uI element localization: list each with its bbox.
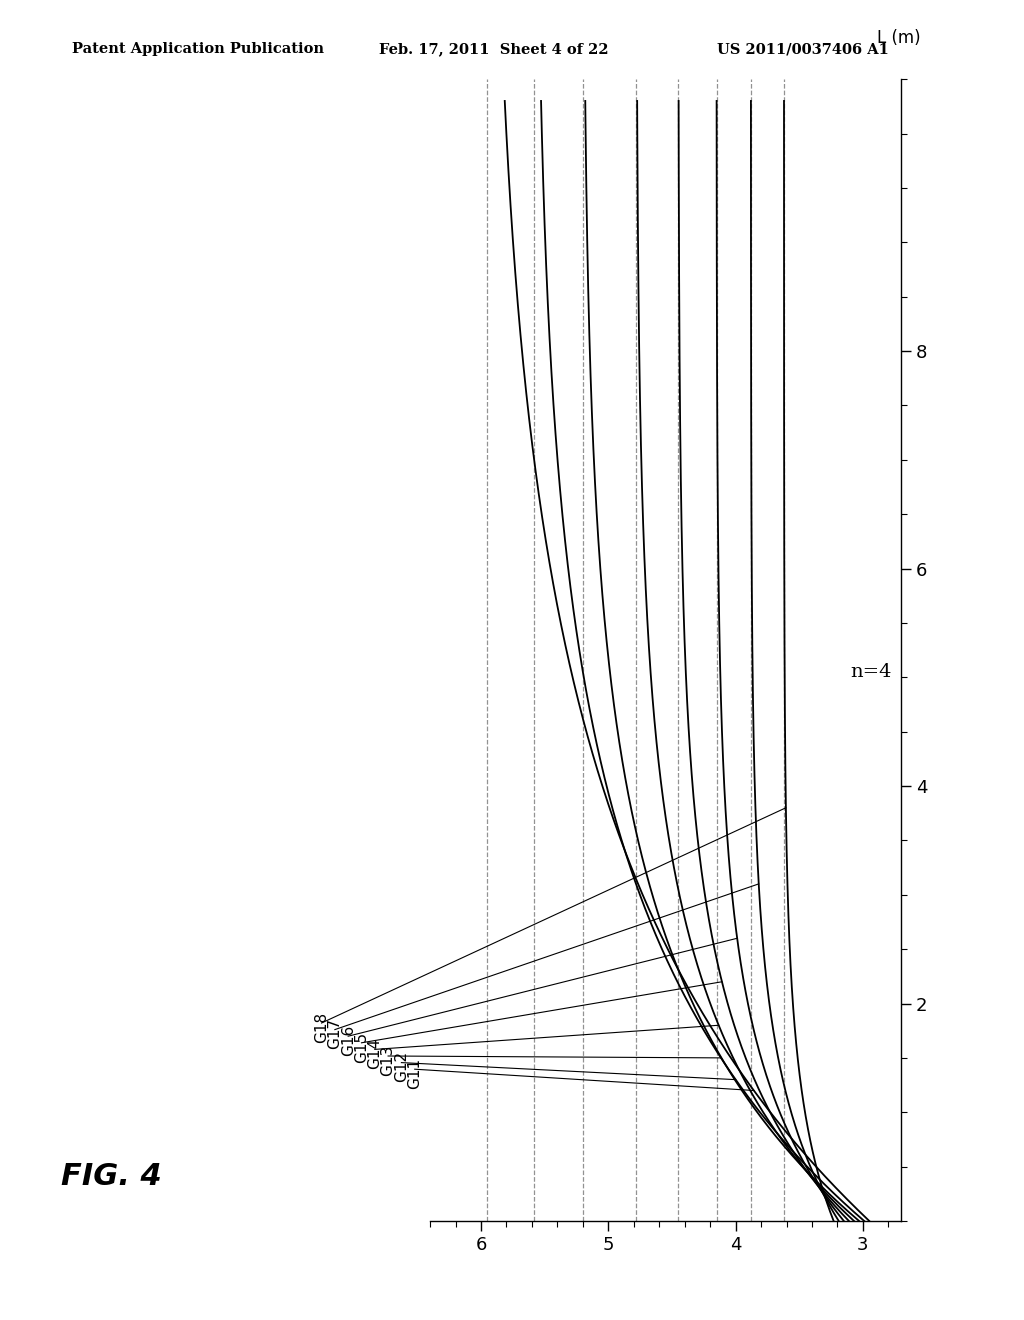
Text: US 2011/0037406 A1: US 2011/0037406 A1 (717, 42, 889, 57)
Text: FIG. 4: FIG. 4 (61, 1162, 162, 1191)
Text: Patent Application Publication: Patent Application Publication (72, 42, 324, 57)
Text: L (m): L (m) (877, 29, 921, 46)
Text: G17: G17 (328, 1018, 342, 1049)
Text: G16: G16 (341, 1024, 355, 1056)
Text: G15: G15 (354, 1031, 369, 1063)
Text: G12: G12 (394, 1051, 409, 1082)
Text: G14: G14 (368, 1038, 382, 1069)
Text: n=4: n=4 (850, 663, 892, 681)
Text: G13: G13 (381, 1044, 395, 1076)
Text: Feb. 17, 2011  Sheet 4 of 22: Feb. 17, 2011 Sheet 4 of 22 (379, 42, 608, 57)
Text: G11: G11 (408, 1057, 422, 1089)
Text: G18: G18 (314, 1011, 329, 1043)
